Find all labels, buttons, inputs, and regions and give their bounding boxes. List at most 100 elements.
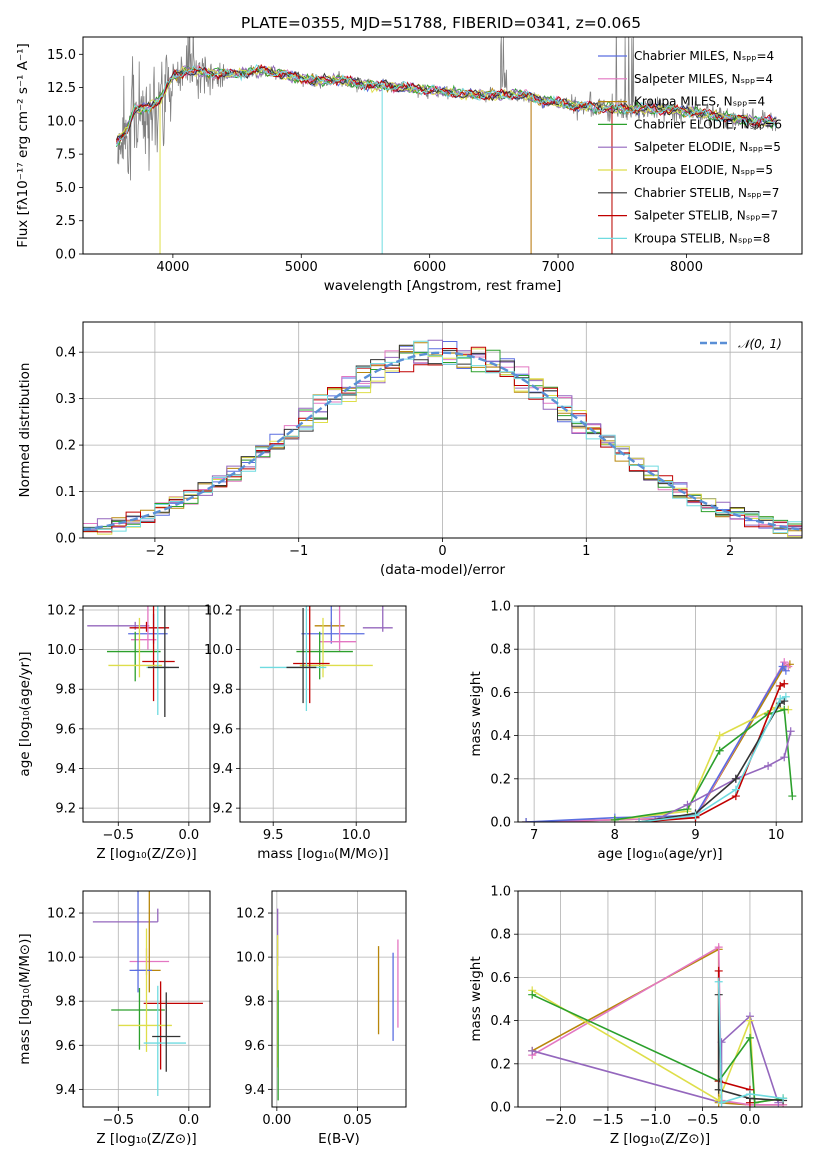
y-tick-label: 9.4 <box>55 1083 76 1098</box>
y-tick-label: 0.6 <box>490 971 511 986</box>
mass-weight-marker-chabrier_elodie <box>715 746 724 755</box>
x-tick-label: 0.00 <box>262 1113 291 1128</box>
x-tick-label: −2.0 <box>545 1113 577 1128</box>
mass-weight-marker-salpeter_elodie <box>528 1046 537 1055</box>
mass-weight-marker-salpeter_miles <box>714 943 723 952</box>
mass_weight_vs_Z-xlabel: Z [log₁₀(Z/Z⊙)] <box>610 1131 710 1147</box>
mass-weight-marker-chabrier_stelib <box>780 697 789 706</box>
histogram-kroupa_stelib <box>83 340 802 534</box>
x-tick-label: 9.5 <box>263 828 284 843</box>
mass-weight-marker-kroupa_elodie <box>715 731 724 740</box>
mass-weight-marker-salpeter_stelib <box>714 966 723 975</box>
y-tick-label: 15.0 <box>47 48 76 63</box>
y-tick-label: 9.6 <box>244 1039 265 1054</box>
mass-weight-marker-kroupa_stelib <box>779 1094 788 1103</box>
mass_vs_Z-axes: −0.5 0.0 9.4 9.6 9.8 10.0 10.2 Z [log₁₀(Z/Z⊙)] m… <box>17 891 210 1147</box>
mass-weight-marker-kroupa_stelib <box>731 785 740 794</box>
x-tick-label: 0 <box>438 544 446 559</box>
legend-label: Kroupa STELIB, Nₛₚₚ=8 <box>634 231 770 245</box>
x-tick-label: −2 <box>145 544 164 559</box>
mass-weight-marker-chabrier_miles <box>778 662 787 671</box>
age_vs_Z-frame <box>82 605 211 823</box>
x-tick-label: −0.5 <box>102 828 134 843</box>
y-tick-label: 2.5 <box>55 214 76 229</box>
mass_vs_Z-frame <box>82 890 211 1108</box>
y-tick-label: 0.6 <box>490 686 511 701</box>
mass-weight-line-chabrier_stelib <box>717 994 784 1102</box>
residuals-ylabel: Normed distribution <box>17 363 33 498</box>
y-tick-label: 9.8 <box>244 995 265 1010</box>
mass-weight-marker-salpeter_elodie <box>764 761 773 770</box>
age_vs_Z-ylabel: age [log₁₀(age/yr)] <box>17 651 33 776</box>
age_vs_Z-axes: −0.5 0.0 9.2 9.4 9.6 9.8 10.0 10.2 Z [log₁₀(Z/Z⊙… <box>17 603 210 862</box>
mass-weight-marker-salpeter_miles <box>780 658 789 667</box>
spectrum-ylabel: Flux [fλ10⁻¹⁷ erg cm⁻² s⁻¹ A⁻¹] <box>15 43 31 248</box>
mass-weight-line-kroupa_stelib <box>638 695 787 822</box>
mass_vs_ebv-frame <box>271 890 407 1108</box>
mass-weight-line-salpeter_stelib <box>717 970 751 1103</box>
mass-weight-marker-chabrier_elodie <box>745 1033 754 1042</box>
y-tick-label: 9.2 <box>212 802 233 817</box>
x-tick-label: −0.5 <box>687 1113 719 1128</box>
x-tick-label: −1.0 <box>639 1113 671 1128</box>
mass-weight-line-salpeter_miles <box>531 945 784 1106</box>
y-tick-label: 9.4 <box>244 1083 265 1098</box>
y-tick-label: 10.2 <box>204 603 233 618</box>
x-tick-label: −0.5 <box>102 1113 134 1128</box>
mass_vs_ebv-xlabel: E(B-V) <box>318 1131 360 1147</box>
mass-weight-marker-kroupa_stelib <box>691 811 700 820</box>
y-tick-label: 0.2 <box>490 772 511 787</box>
x-tick-label: −1.5 <box>592 1113 624 1128</box>
y-tick-label: 0.0 <box>55 532 76 547</box>
x-tick-label: 2 <box>726 544 734 559</box>
mass_weight_vs_age-lines <box>522 658 797 822</box>
y-tick-label: 0.2 <box>55 439 76 454</box>
legend-label: Chabrier STELIB, Nₛₚₚ=7 <box>634 186 779 200</box>
x-tick-label: 0.0 <box>178 828 199 843</box>
y-tick-label: 0.4 <box>490 1014 511 1029</box>
mass-weight-line-kroupa_miles <box>526 663 791 822</box>
mass-weight-marker-salpeter_elodie <box>786 727 795 736</box>
mass-weight-line-chabrier_miles <box>526 665 787 822</box>
y-tick-label: 10.2 <box>47 907 76 922</box>
age_vs_Z-points <box>87 606 179 717</box>
legend-label: Salpeter ELODIE, Nₛₚₚ=5 <box>634 140 781 154</box>
mass-weight-marker-chabrier_miles <box>522 818 531 822</box>
y-tick-label: 9.4 <box>212 762 233 777</box>
y-tick-label: 9.6 <box>212 722 233 737</box>
y-tick-label: 1.0 <box>490 885 511 900</box>
mass-weight-marker-kroupa_stelib <box>717 1098 726 1107</box>
model-spectrum-salpeter_stelib <box>115 63 777 143</box>
y-tick-label: 0.1 <box>55 485 76 500</box>
mass-weight-marker-chabrier_elodie <box>610 815 619 822</box>
mass-weight-marker-salpeter_stelib <box>776 681 785 690</box>
legend-label: Kroupa ELODIE, Nₛₚₚ=5 <box>634 163 773 177</box>
y-tick-label: 5.0 <box>55 181 76 196</box>
residuals-frame <box>82 321 803 539</box>
y-tick-label: 9.8 <box>55 683 76 698</box>
mass-weight-marker-kroupa_elodie <box>745 1016 754 1025</box>
mass_vs_Z-xlabel: Z [log₁₀(Z/Z⊙)] <box>96 1131 196 1147</box>
mass_vs_Z-points <box>92 891 203 1096</box>
residual-histograms <box>83 339 802 538</box>
mass-weight-marker-salpeter_elodie <box>780 753 789 762</box>
y-tick-label: 0.4 <box>55 346 76 361</box>
x-tick-label: 1 <box>582 544 590 559</box>
mass-weight-marker-salpeter_elodie <box>683 800 692 809</box>
x-tick-label: 10 <box>768 828 785 843</box>
y-tick-label: 0.0 <box>55 248 76 263</box>
x-tick-label: 9 <box>691 828 699 843</box>
y-tick-label: 0.3 <box>55 392 76 407</box>
mass-weight-line-kroupa_stelib <box>717 981 784 1104</box>
y-tick-label: 0.0 <box>490 816 511 831</box>
mass-weight-marker-kroupa_stelib <box>776 694 785 703</box>
residuals-xlabel: (data-model)/error <box>380 562 506 578</box>
x-tick-label: 4000 <box>156 260 189 275</box>
y-tick-label: 0.2 <box>490 1057 511 1072</box>
x-tick-label: 7 <box>530 828 538 843</box>
age_vs_mass-points <box>259 606 393 712</box>
y-tick-label: 0.4 <box>490 729 511 744</box>
age_vs_mass-axes: 9.5 10.0 9.2 9.4 9.6 9.8 10.0 10.2 mass [log₁₀(M… <box>204 603 406 862</box>
mass-weight-marker-chabrier_stelib <box>731 774 740 783</box>
